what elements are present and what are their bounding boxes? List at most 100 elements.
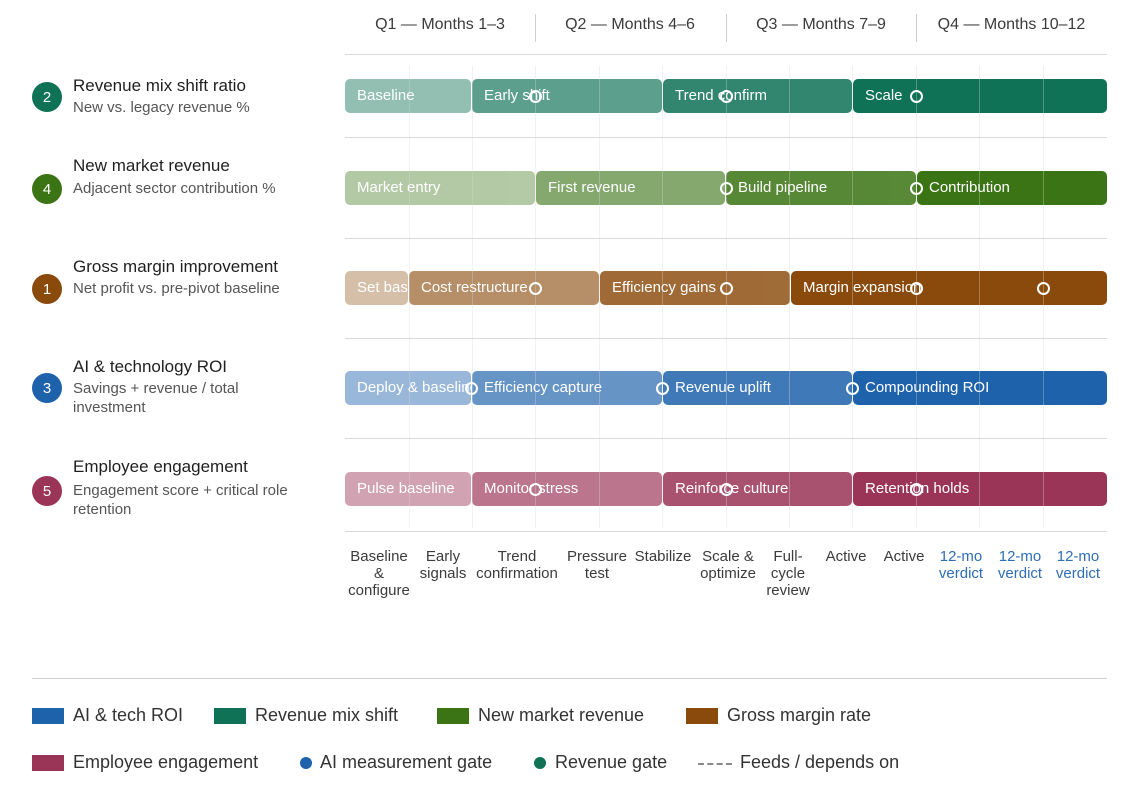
quarter-header-q4: Q4 — Months 10–12 (937, 16, 1086, 33)
legend-label: Revenue mix shift (255, 705, 399, 725)
month-gridline (472, 66, 473, 528)
row-badge: 5 (32, 476, 62, 506)
quarter-divider (535, 14, 536, 42)
legend-label: Employee engagement (73, 752, 259, 772)
phase-label: Early signals (419, 548, 467, 582)
month-gridline (535, 66, 536, 528)
row-separator (345, 531, 1107, 532)
milestone-marker (910, 90, 923, 103)
milestone-marker (465, 382, 478, 395)
milestone-marker (656, 382, 669, 395)
milestone-marker (720, 182, 733, 195)
legend-label: New market revenue (478, 705, 645, 725)
segment-bar: Scale (853, 79, 1107, 113)
phase-label: Active (825, 548, 867, 565)
segment-bar: Trend confirm (663, 79, 852, 113)
row-badge: 4 (32, 174, 62, 204)
month-gridline (1043, 66, 1044, 528)
segment-bar: Margin expansion (791, 271, 1107, 305)
legend-dot (300, 757, 312, 769)
segment-bar: Contribution (917, 171, 1107, 205)
row-badge: 3 (32, 373, 62, 403)
milestone-marker (910, 182, 923, 195)
segment-bar: Efficiency capture (472, 371, 662, 405)
row-subtitle: Net profit vs. pre-pivot baseline (73, 280, 280, 297)
row-separator (345, 54, 1107, 55)
month-gridline (916, 66, 917, 528)
row-separator (345, 338, 1107, 339)
row-separator (345, 238, 1107, 239)
milestone-marker (720, 483, 733, 496)
segment-bar: Compounding ROI (853, 371, 1107, 405)
segment-bar: Deploy & baseline (345, 371, 471, 405)
quarter-header-q3: Q3 — Months 7–9 (756, 16, 886, 33)
milestone-marker (1037, 282, 1050, 295)
phase-label: 12-mo verdict (1055, 548, 1101, 582)
legend-dash (698, 763, 732, 765)
row-title: Revenue mix shift ratio (73, 76, 246, 95)
milestone-marker (846, 382, 859, 395)
segment-bar: Pulse baseline (345, 472, 471, 506)
segment-bar: Market entry (345, 171, 535, 205)
quarter-divider (916, 14, 917, 42)
segment-bar: First revenue (536, 171, 725, 205)
segment-bar: Early shift (472, 79, 662, 113)
milestone-marker (529, 483, 542, 496)
phase-label: Scale & optimize (700, 548, 756, 582)
legend-swatch (32, 755, 64, 771)
legend-label: Feeds / depends on (740, 752, 900, 772)
phase-label: Stabilize (634, 548, 692, 565)
legend-swatch (214, 708, 246, 724)
phase-label: Trend confirmation (476, 548, 558, 582)
milestone-marker (720, 90, 733, 103)
row-subtitle: Engagement score + critical role retenti… (73, 482, 288, 518)
row-subtitle: Adjacent sector contribution % (73, 180, 276, 197)
phase-label: Full-cycle review (766, 548, 810, 599)
legend-label: AI & tech ROI (73, 705, 184, 725)
month-gridline (662, 66, 663, 528)
row-badge: 2 (32, 82, 62, 112)
legend-swatch (686, 708, 718, 724)
row-subtitle: New vs. legacy revenue % (73, 99, 250, 116)
phase-label: 12-mo verdict (938, 548, 984, 582)
month-gridline (599, 66, 600, 528)
segment-bar: Build pipeline (726, 171, 916, 205)
legend-label: AI measurement gate (320, 752, 493, 772)
segment-bar: Revenue uplift (663, 371, 852, 405)
segment-bar: Efficiency gains (600, 271, 790, 305)
quarter-header-q2: Q2 — Months 4–6 (565, 16, 695, 33)
segment-bar: Baseline (345, 79, 471, 113)
segment-bar: Retention holds (853, 472, 1107, 506)
milestone-marker (529, 90, 542, 103)
milestone-marker (910, 483, 923, 496)
row-title: Gross margin improvement (73, 257, 279, 276)
segment-bar: Cost restructure (409, 271, 599, 305)
month-gridline (409, 66, 410, 528)
month-gridline (726, 66, 727, 528)
row-title: AI & technology ROI (73, 357, 228, 376)
legend-swatch (437, 708, 469, 724)
phase-label: Baseline & configure (348, 548, 410, 599)
month-gridline (789, 66, 790, 528)
phase-label: 12-mo verdict (997, 548, 1043, 582)
month-gridline (979, 66, 980, 528)
legend-dot (534, 757, 546, 769)
legend-swatch (32, 708, 64, 724)
row-title: New market revenue (73, 156, 230, 175)
phase-label: Active (883, 548, 925, 565)
month-gridline (852, 66, 853, 528)
segment-bar: Monitor stress (472, 472, 662, 506)
segment-bar: Reinforce culture (663, 472, 852, 506)
legend-label: Revenue gate (555, 752, 668, 772)
phase-label: Pressure test (566, 548, 628, 582)
row-separator (345, 137, 1107, 138)
row-title: Employee engagement (73, 457, 248, 476)
row-badge: 1 (32, 274, 62, 304)
quarter-divider (726, 14, 727, 42)
row-separator (345, 438, 1107, 439)
legend-label: Gross margin rate (727, 705, 872, 725)
milestone-marker (720, 282, 733, 295)
quarter-header-q1: Q1 — Months 1–3 (375, 16, 505, 33)
milestone-marker (529, 282, 542, 295)
segment-bar: Set baseline (345, 271, 408, 305)
